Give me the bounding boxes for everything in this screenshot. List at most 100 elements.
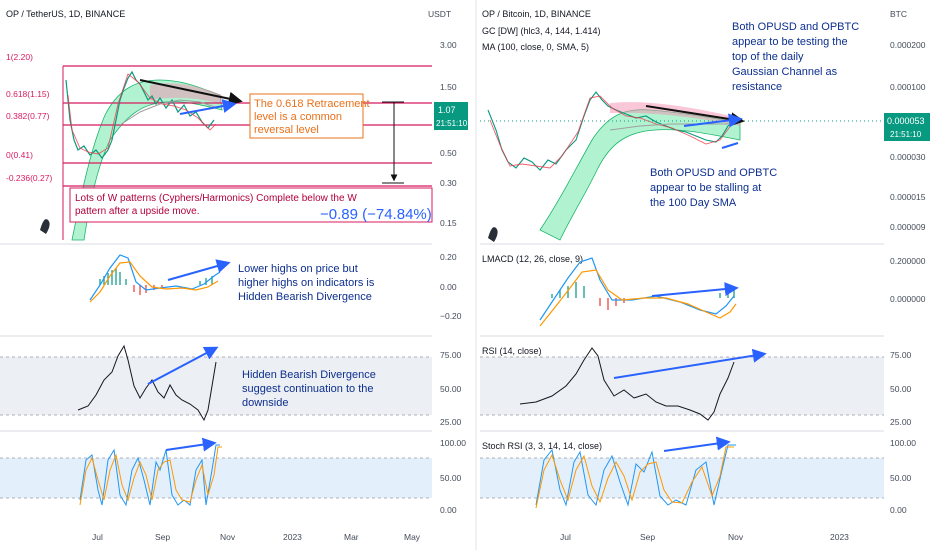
right-x-label: 2023 bbox=[830, 532, 849, 542]
left-time-badge: 21:51:10 bbox=[436, 119, 468, 128]
right-title: OP / Bitcoin, 1D, BINANCE bbox=[482, 9, 591, 19]
right-macd-tick: 0.200000 bbox=[890, 256, 926, 266]
left-x-label: Nov bbox=[220, 532, 236, 542]
right-price-badge bbox=[884, 113, 930, 141]
right-price-line-red bbox=[489, 95, 733, 169]
right-price-line bbox=[487, 91, 735, 171]
left-chart: OP / TetherUS, 1D, BINANCE USDT 1(2.20) … bbox=[0, 9, 468, 542]
left-price-tick: 0.30 bbox=[440, 178, 457, 188]
right-rsi-arrow bbox=[613, 348, 767, 379]
right-gaussian-channel bbox=[539, 109, 741, 241]
w-note-line-1: Lots of W patterns (Cyphers/Harmonics) C… bbox=[75, 193, 357, 204]
right-top-note-line-3: top of the daily bbox=[732, 51, 804, 63]
right-price-tick: 0.000200 bbox=[890, 40, 926, 50]
left-x-label: 2023 bbox=[283, 532, 302, 542]
right-price-tick: 0.000030 bbox=[890, 152, 926, 162]
fib-label-m0236: -0.236(0.27) bbox=[6, 173, 52, 183]
rsi-note-line-2: suggest continuation to the bbox=[242, 383, 373, 395]
right-macd-tick: 0.000000 bbox=[890, 294, 926, 304]
right-chart: OP / Bitcoin, 1D, BINANCE GC [DW] (hlc3,… bbox=[480, 9, 930, 542]
right-blue-arrow bbox=[683, 113, 743, 128]
tradingview-logo-left bbox=[40, 219, 50, 234]
left-rsi-tick: 50.00 bbox=[440, 384, 462, 394]
right-currency: BTC bbox=[890, 9, 907, 19]
left-channel-top bbox=[150, 83, 222, 104]
left-stoch-tick: 100.00 bbox=[440, 438, 466, 448]
right-top-note-line-2: appear to be testing the bbox=[732, 36, 848, 48]
right-blue-arrow-2 bbox=[721, 142, 739, 149]
left-x-label: Sep bbox=[155, 532, 170, 542]
right-top-note-line-4: Gaussian Channel as bbox=[732, 66, 838, 78]
left-price-tick: 1.50 bbox=[440, 82, 457, 92]
left-signal-line bbox=[89, 261, 219, 303]
left-price-tick: 0.50 bbox=[440, 148, 457, 158]
left-price-tick: 3.00 bbox=[440, 40, 457, 50]
left-stoch-d bbox=[79, 446, 222, 506]
left-stoch-pane: 100.00 50.00 0.00 bbox=[0, 437, 466, 515]
right-mid-note-line-1: Both OPUSD and OPBTC bbox=[650, 167, 777, 179]
left-macd-line bbox=[89, 254, 221, 301]
right-top-note-line-1: Both OPUSD and OPBTC bbox=[732, 21, 859, 33]
left-blue-arrow bbox=[179, 99, 237, 115]
left-x-label: Jul bbox=[92, 532, 103, 542]
rsi-note-line-3: downside bbox=[242, 397, 288, 409]
right-x-label: Nov bbox=[728, 532, 744, 542]
left-price-line-red bbox=[67, 73, 217, 155]
macd-note-line-2: higher highs on indicators is bbox=[238, 277, 375, 289]
right-rsi-line bbox=[519, 347, 735, 421]
retracement-note-box bbox=[249, 93, 364, 139]
right-ma-label: MA (100, close, 0, SMA, 5) bbox=[482, 42, 589, 52]
right-stoch-pane: Stoch RSI (3, 3, 14, 14, close) 100.00 5… bbox=[480, 436, 916, 515]
right-mid-note-line-2: appear to be stalling at bbox=[650, 182, 761, 194]
right-price-tick: 0.000009 bbox=[890, 222, 926, 232]
retracement-note-line-1: The 0.618 Retracement bbox=[254, 98, 370, 110]
right-rsi-title: RSI (14, close) bbox=[482, 346, 542, 356]
tradingview-logo-right bbox=[488, 227, 498, 242]
left-main-pane: OP / TetherUS, 1D, BINANCE USDT 1(2.20) … bbox=[6, 9, 468, 241]
retracement-note-line-3: reversal level bbox=[254, 124, 319, 136]
left-rsi-arrow bbox=[147, 346, 219, 385]
left-macd-tick: 0.00 bbox=[440, 282, 457, 292]
right-sma-line bbox=[609, 123, 730, 131]
fib-label-0: 0(0.41) bbox=[6, 150, 33, 160]
macd-note-line-3: Hidden Bearish Divergence bbox=[238, 291, 372, 303]
right-black-arrow bbox=[645, 105, 745, 127]
rsi-note-line-1: Hidden Bearish Divergence bbox=[242, 369, 376, 381]
right-stoch-title: Stoch RSI (3, 3, 14, 14, close) bbox=[482, 441, 602, 451]
left-macd-tick: −0.20 bbox=[440, 311, 462, 321]
left-stoch-tick: 50.00 bbox=[440, 473, 462, 483]
right-gc-label: GC [DW] (hlc3, 4, 144, 1.414) bbox=[482, 26, 601, 36]
left-macd-arrow bbox=[167, 259, 231, 281]
right-price-tick: 0.000100 bbox=[890, 82, 926, 92]
right-x-label: Jul bbox=[560, 532, 571, 542]
left-price-badge bbox=[434, 102, 468, 130]
right-rsi-tick: 50.00 bbox=[890, 384, 912, 394]
fib-label-1: 1(2.20) bbox=[6, 52, 33, 62]
fib-label-0618: 0.618(1.15) bbox=[6, 89, 50, 99]
right-macd-arrow bbox=[651, 282, 739, 297]
left-currency: USDT bbox=[428, 9, 451, 19]
w-note-line-2: pattern after a upside move. bbox=[75, 206, 200, 217]
right-macd-title: LMACD (12, 26, close, 9) bbox=[482, 254, 583, 264]
left-rsi-band bbox=[0, 357, 432, 415]
fib-label-0382: 0.382(0.77) bbox=[6, 111, 50, 121]
right-macd-histogram bbox=[551, 282, 735, 310]
right-time-badge: 21:51:10 bbox=[890, 130, 922, 139]
right-channel-top bbox=[610, 102, 740, 126]
right-top-note-line-5: resistance bbox=[732, 81, 782, 93]
right-macd-pane: LMACD (12, 26, close, 9) 0.200000 0.0000… bbox=[482, 254, 926, 327]
left-price-tick: 0.15 bbox=[440, 218, 457, 228]
right-rsi-band bbox=[480, 357, 884, 415]
right-rsi-pane: RSI (14, close) 75.00 50.00 25.00 bbox=[480, 346, 912, 427]
left-black-arrow bbox=[139, 79, 243, 106]
right-stoch-arrow bbox=[663, 436, 731, 452]
right-stoch-tick: 100.00 bbox=[890, 438, 916, 448]
right-main-pane: OP / Bitcoin, 1D, BINANCE GC [DW] (hlc3,… bbox=[480, 9, 930, 242]
left-stoch-tick: 0.00 bbox=[440, 505, 457, 515]
left-x-label: Mar bbox=[344, 532, 359, 542]
left-macd-pane: Lower highs on price but higher highs on… bbox=[89, 252, 462, 321]
left-title: OP / TetherUS, 1D, BINANCE bbox=[6, 9, 125, 19]
left-rsi-line bbox=[77, 344, 217, 422]
left-stoch-band bbox=[0, 458, 432, 498]
